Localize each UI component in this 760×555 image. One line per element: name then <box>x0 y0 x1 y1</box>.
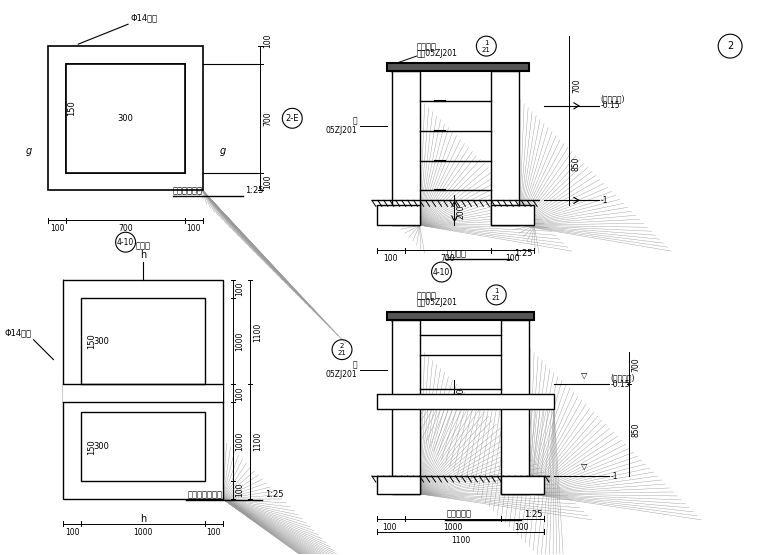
Text: g: g <box>220 145 226 155</box>
Text: ▽: ▽ <box>581 462 587 471</box>
Text: 100: 100 <box>236 483 245 497</box>
Text: 100: 100 <box>505 254 519 263</box>
Text: 爬梯大样: 爬梯大样 <box>447 249 467 258</box>
Bar <box>81 298 204 385</box>
Text: 150: 150 <box>87 334 96 349</box>
Text: 100: 100 <box>207 528 221 537</box>
Text: 100: 100 <box>514 523 528 532</box>
Text: 定制盖板: 定制盖板 <box>416 291 437 300</box>
Text: g: g <box>25 145 32 155</box>
Bar <box>66 64 185 173</box>
Text: 700: 700 <box>441 254 455 263</box>
Bar <box>491 71 519 225</box>
Text: 1:25: 1:25 <box>515 249 533 258</box>
Text: 100: 100 <box>264 174 272 189</box>
Text: -0.15: -0.15 <box>600 102 620 110</box>
Text: -1: -1 <box>600 196 608 205</box>
Text: 水: 水 <box>353 116 357 125</box>
Bar <box>66 64 185 173</box>
Text: 850: 850 <box>632 422 641 437</box>
Text: 定制盖板: 定制盖板 <box>416 42 437 51</box>
Text: 1100: 1100 <box>451 536 470 545</box>
Bar <box>502 476 544 494</box>
Text: 700: 700 <box>264 111 272 125</box>
Bar <box>392 71 420 225</box>
Text: 100: 100 <box>65 528 80 537</box>
Text: 参见05ZJ201: 参见05ZJ201 <box>416 298 458 307</box>
Text: 300: 300 <box>93 337 109 346</box>
Text: Φ14拉手: Φ14拉手 <box>5 329 31 337</box>
Text: 100: 100 <box>382 523 397 532</box>
Text: 100: 100 <box>186 224 201 233</box>
Text: 1100: 1100 <box>253 322 262 342</box>
Text: (室外地坪): (室外地坪) <box>600 94 625 103</box>
Text: 100: 100 <box>236 386 245 401</box>
Text: 4-10: 4-10 <box>433 268 450 276</box>
Text: 300: 300 <box>118 114 134 123</box>
Text: 700: 700 <box>119 224 133 233</box>
Text: 150: 150 <box>87 439 96 455</box>
Text: h: h <box>140 514 146 524</box>
Text: 200: 200 <box>457 204 465 219</box>
Bar <box>377 395 554 410</box>
Text: 1000: 1000 <box>133 528 153 537</box>
Bar <box>66 64 185 173</box>
Bar <box>63 280 223 499</box>
Text: 200: 200 <box>457 387 465 402</box>
Text: ▽: ▽ <box>581 371 587 380</box>
Bar <box>491 205 534 225</box>
Text: 格栅口平面大样: 格栅口平面大样 <box>188 490 223 499</box>
Text: 700: 700 <box>572 79 581 93</box>
Text: -1: -1 <box>611 472 618 481</box>
Text: 300: 300 <box>93 442 109 451</box>
Bar <box>377 205 420 225</box>
Text: Φ14拉手: Φ14拉手 <box>130 13 157 22</box>
Text: 2-E: 2-E <box>286 114 299 123</box>
Text: 1000: 1000 <box>443 523 463 532</box>
Text: 1
21: 1 21 <box>482 39 491 53</box>
Text: 水: 水 <box>353 360 357 369</box>
Text: 700: 700 <box>632 357 641 372</box>
Bar <box>49 46 203 190</box>
Text: 05ZJ201: 05ZJ201 <box>325 370 357 379</box>
Text: 1000: 1000 <box>236 432 245 451</box>
Bar <box>81 412 204 481</box>
Bar <box>502 320 529 494</box>
Bar <box>63 385 223 402</box>
Text: 100: 100 <box>384 254 398 263</box>
Text: -0.15: -0.15 <box>611 380 630 389</box>
Text: 爬梯平面大样: 爬梯平面大样 <box>173 186 203 195</box>
Bar <box>377 476 420 494</box>
Text: 格栅口: 格栅口 <box>135 241 150 250</box>
Text: 1
21: 1 21 <box>492 289 501 301</box>
Bar <box>387 312 534 320</box>
Text: 850: 850 <box>572 157 581 171</box>
Bar <box>392 320 420 494</box>
Text: h: h <box>140 250 146 260</box>
Text: 1:25: 1:25 <box>524 510 543 519</box>
Text: 2
21: 2 21 <box>337 343 347 356</box>
Text: 2: 2 <box>727 41 733 51</box>
Text: 4-10: 4-10 <box>117 238 135 246</box>
Text: 05ZJ201: 05ZJ201 <box>325 126 357 135</box>
Text: 参见05ZJ201: 参见05ZJ201 <box>416 49 458 58</box>
Text: 150: 150 <box>67 100 76 116</box>
Text: 100: 100 <box>236 282 245 296</box>
Text: (室外地坪): (室外地坪) <box>611 373 635 382</box>
Text: 1:25: 1:25 <box>245 186 264 195</box>
Text: 格栅口大样: 格栅口大样 <box>447 510 471 519</box>
Text: 100: 100 <box>50 224 65 233</box>
Bar <box>387 63 529 71</box>
Text: 100: 100 <box>264 34 272 48</box>
Text: 1100: 1100 <box>253 432 262 451</box>
Text: 1:25: 1:25 <box>265 490 284 499</box>
Text: 1000: 1000 <box>236 331 245 351</box>
